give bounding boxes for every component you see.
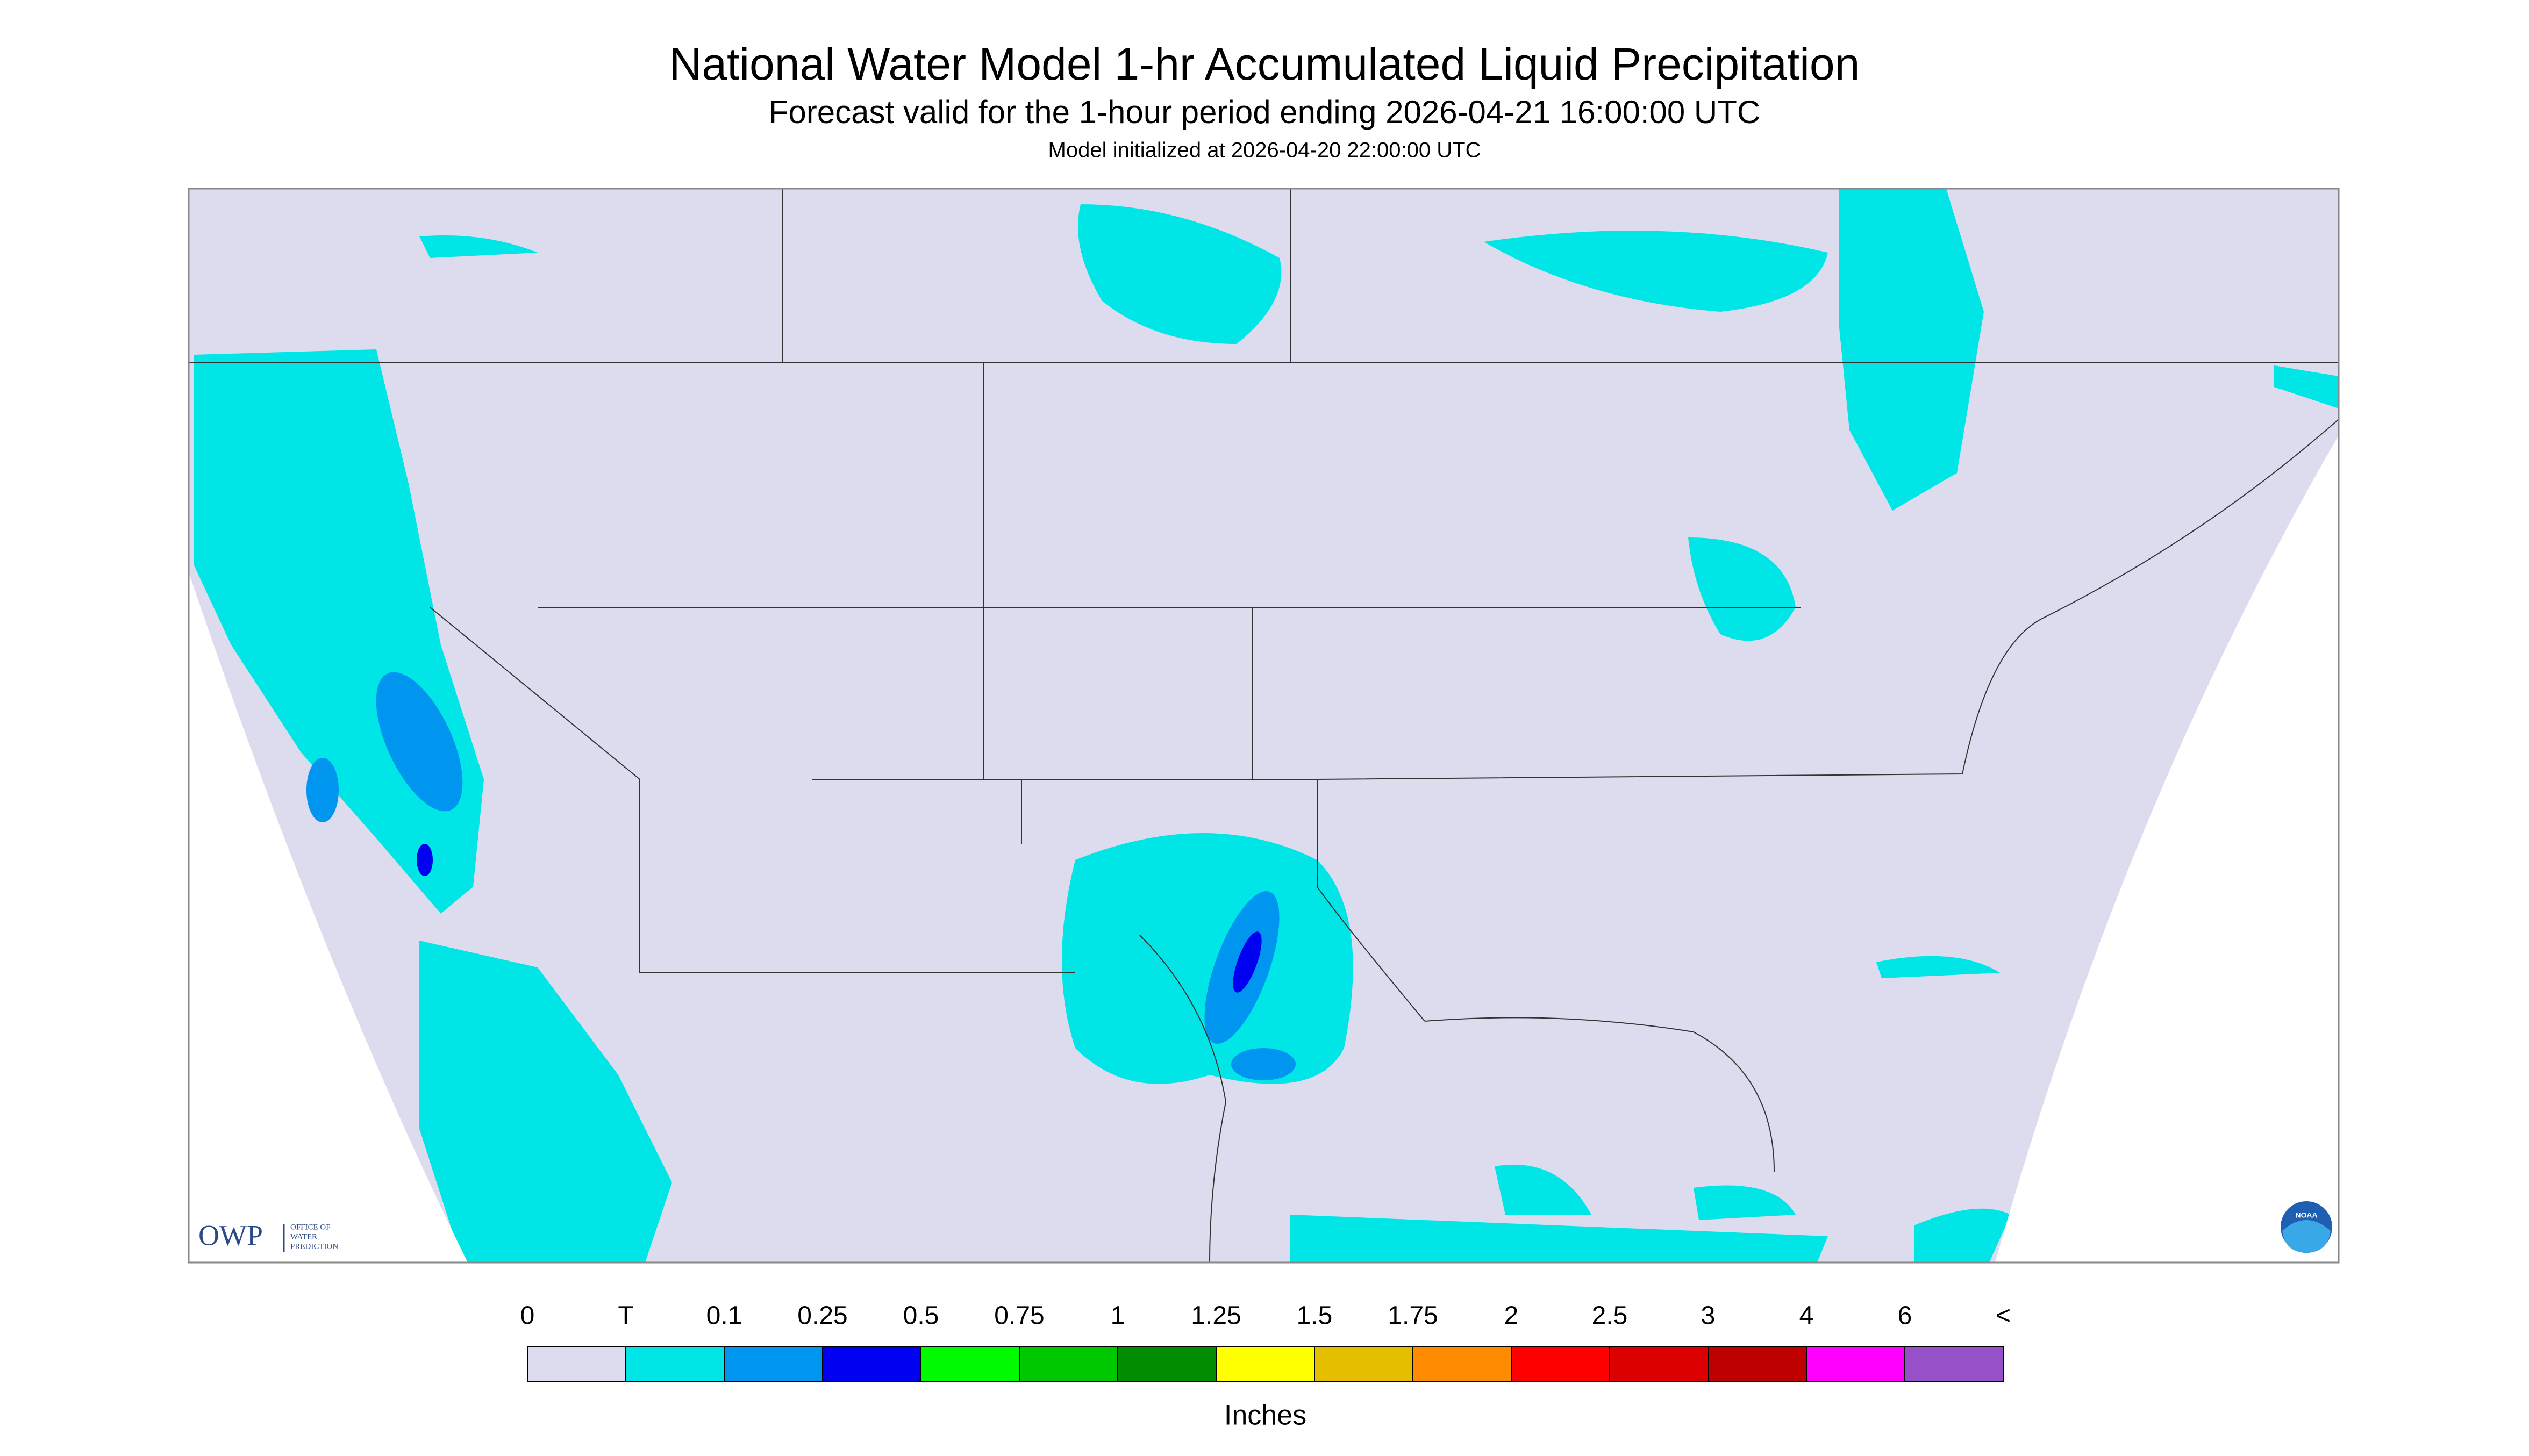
legend-label: T [618,1302,633,1330]
legend-swatch [1216,1346,1315,1382]
projection-mask-left [189,189,468,1263]
legend-swatch [724,1346,823,1382]
owp-line: OFFICE OF [290,1223,331,1231]
legend-label: 1.5 [1297,1302,1333,1330]
legend-label: 4 [1799,1302,1814,1330]
legend-swatch [527,1346,626,1382]
legend-label: 0 [520,1302,535,1330]
legend-label: 0.1 [706,1302,742,1330]
precip-trace [194,189,2339,1263]
owp-line: PREDICTION [290,1242,338,1251]
legend-swatch [920,1346,1020,1382]
owp-logo: OWP [198,1219,263,1251]
precip-moderate [417,844,1262,993]
map [189,189,2339,1263]
legend-swatch [1019,1346,1118,1382]
noaa-text: NOAA [2295,1211,2317,1220]
legend-label: 0.25 [797,1302,847,1330]
legend-label: 0.5 [903,1302,939,1330]
legend-swatch [1511,1346,1610,1382]
legend-swatch [822,1346,921,1382]
legend-label: < [1996,1302,2011,1330]
legend-swatch [1314,1346,1413,1382]
boundaries [189,189,2339,1263]
legend-label: 6 [1898,1302,1912,1330]
legend-label: 2.5 [1592,1302,1628,1330]
legend-swatch [1117,1346,1217,1382]
legend-unit: Inches [1224,1400,1306,1431]
noaa-logo-wave [2282,1220,2331,1253]
map-frame [188,188,2340,1264]
legend-swatch [1806,1346,1905,1382]
legend-label: 1 [1111,1302,1125,1330]
legend-swatch [1412,1346,1512,1382]
legend-label: 1.25 [1191,1302,1241,1330]
projection-mask-right [1995,189,2339,1263]
legend-swatch [1609,1346,1709,1382]
title: National Water Model 1-hr Accumulated Li… [669,39,1860,89]
owp-line: WATER [290,1232,317,1241]
legend-label: 2 [1504,1302,1519,1330]
init-time: Model initialized at 2026-04-20 22:00:00… [1048,139,1481,162]
subtitle: Forecast valid for the 1-hour period end… [769,94,1760,130]
legend: 0 T 0.1 0.25 0.5 0.75 1 1.25 1.5 1.75 2 2.5 3 4 6 < Inch… [520,1302,2011,1431]
legend-swatch [1904,1346,2004,1382]
legend-label: 3 [1701,1302,1716,1330]
legend-label: 0.75 [994,1302,1044,1330]
legend-swatch [625,1346,725,1382]
legend-label: 1.75 [1388,1302,1438,1330]
legend-swatch [1708,1346,1807,1382]
